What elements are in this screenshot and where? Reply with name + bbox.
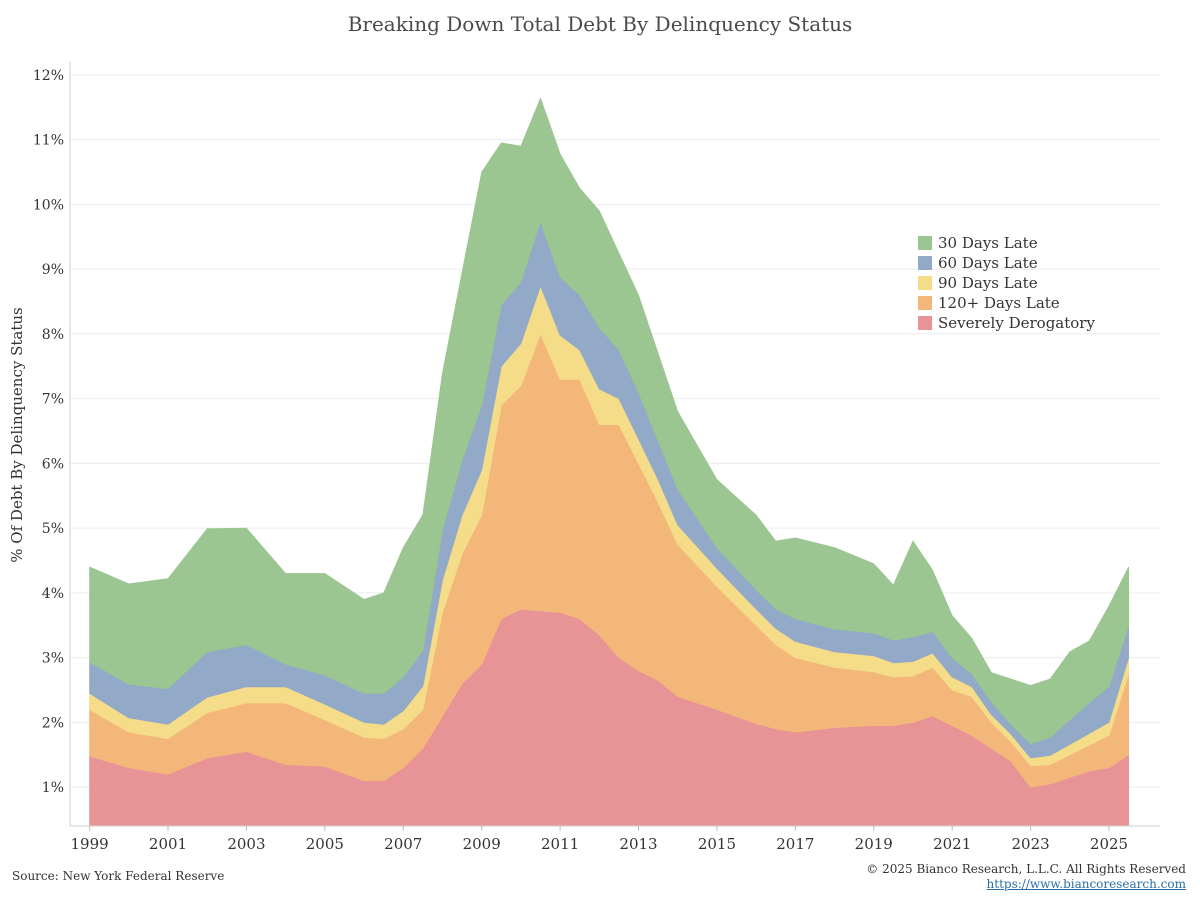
legend-swatch xyxy=(918,256,932,270)
legend-item-severely-derogatory: Severely Derogatory xyxy=(918,313,1095,333)
area-30-days-late xyxy=(89,97,1129,745)
legend: 30 Days Late 60 Days Late 90 Days Late 120+… xyxy=(918,233,1095,333)
y-tick-label: 5% xyxy=(42,521,64,537)
legend-swatch xyxy=(918,236,932,250)
legend-label: 30 Days Late xyxy=(938,234,1038,252)
legend-label: 90 Days Late xyxy=(938,274,1038,292)
y-tick-label: 9% xyxy=(42,262,64,278)
legend-swatch xyxy=(918,276,932,290)
x-tick-label: 2019 xyxy=(855,835,893,853)
x-tick-label: 2003 xyxy=(227,835,265,853)
legend-item-90-days-late: 90 Days Late xyxy=(918,273,1095,293)
copyright-note: © 2025 Bianco Research, L.L.C. All Right… xyxy=(866,862,1186,876)
y-tick-label: 10% xyxy=(33,197,64,213)
x-tick-label: 2023 xyxy=(1012,835,1050,853)
legend-item-120-days-late: 120+ Days Late xyxy=(918,293,1095,313)
x-tick-label: 2001 xyxy=(149,835,187,853)
legend-swatch xyxy=(918,316,932,330)
legend-swatch xyxy=(918,296,932,310)
x-tick-label: 2007 xyxy=(384,835,422,853)
y-tick-label: 12% xyxy=(33,68,64,84)
stacked-areas xyxy=(89,97,1129,827)
x-tick-label: 2011 xyxy=(541,835,579,853)
y-tick-label: 11% xyxy=(33,133,64,149)
y-tick-label: 6% xyxy=(42,456,64,472)
source-note: Source: New York Federal Reserve xyxy=(12,869,225,883)
y-tick-label: 2% xyxy=(42,715,64,731)
legend-label: 60 Days Late xyxy=(938,254,1038,272)
x-tick-label: 2021 xyxy=(933,835,971,853)
legend-item-60-days-late: 60 Days Late xyxy=(918,253,1095,273)
axes: 1% 2% 3% 4% 5% 6% 7% 8% 9% 10% 11% 12% 1999 2001 2003 2… xyxy=(33,62,1160,853)
x-tick-label: 2005 xyxy=(306,835,344,853)
y-axis-label: % Of Debt By Delinquency Status xyxy=(8,307,26,562)
x-tick-label: 2017 xyxy=(776,835,814,853)
chart-title: Breaking Down Total Debt By Delinquency … xyxy=(347,12,853,36)
x-tick-label: 2025 xyxy=(1090,835,1128,853)
legend-label: 120+ Days Late xyxy=(938,294,1060,312)
y-tick-label: 1% xyxy=(42,780,64,796)
x-tick-label: 2009 xyxy=(463,835,501,853)
x-tick-label: 1999 xyxy=(71,835,109,853)
legend-label: Severely Derogatory xyxy=(938,314,1095,332)
y-tick-label: 3% xyxy=(42,651,64,667)
x-tick-label: 2015 xyxy=(698,835,736,853)
y-tick-label: 7% xyxy=(42,392,64,408)
x-tick-label: 2013 xyxy=(619,835,657,853)
legend-item-30-days-late: 30 Days Late xyxy=(918,233,1095,253)
website-link[interactable]: https://www.biancoresearch.com xyxy=(986,877,1186,891)
y-tick-label: 8% xyxy=(42,327,64,343)
y-tick-label: 4% xyxy=(42,586,64,602)
